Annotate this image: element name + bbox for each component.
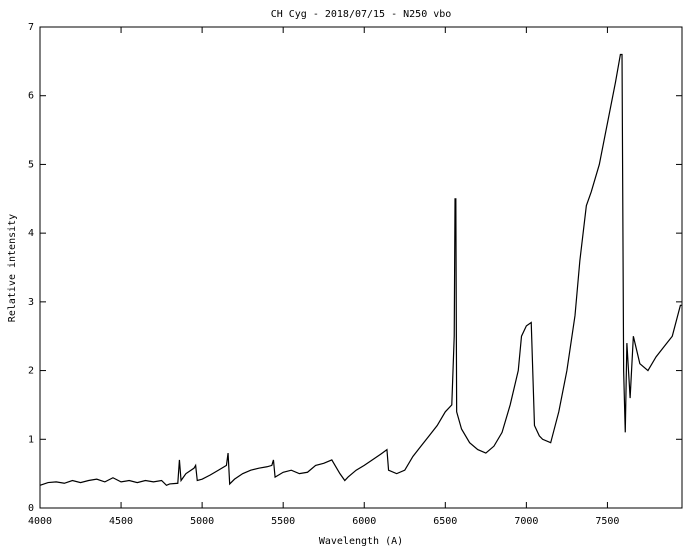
plot-frame	[39, 26, 683, 509]
y-tick-label: 5	[28, 159, 34, 170]
y-tick-label: 4	[28, 228, 34, 239]
y-tick-label: 7	[28, 22, 34, 33]
x-tick-label: 4500	[109, 516, 133, 527]
y-tick-label: 0	[28, 503, 34, 514]
x-axis-label: Wavelength (A)	[319, 536, 403, 547]
y-tick-label: 1	[28, 434, 34, 445]
spectrum-line	[39, 53, 682, 487]
x-tick-label: 6000	[352, 516, 376, 527]
chart-title: CH Cyg - 2018/07/15 - N250 vbo	[271, 9, 452, 20]
x-tick-label: 5500	[271, 516, 295, 527]
x-tick-label: 7500	[595, 516, 619, 527]
y-tick-label: 3	[28, 297, 34, 308]
y-axis-label: Relative intensity	[7, 214, 18, 322]
x-tick-label: 5000	[190, 516, 214, 527]
x-tick-label: 6500	[433, 516, 457, 527]
x-tick-label: 4000	[28, 516, 52, 527]
y-tick-label: 2	[28, 366, 34, 377]
y-tick-label: 6	[28, 91, 34, 102]
x-tick-label: 7000	[514, 516, 538, 527]
